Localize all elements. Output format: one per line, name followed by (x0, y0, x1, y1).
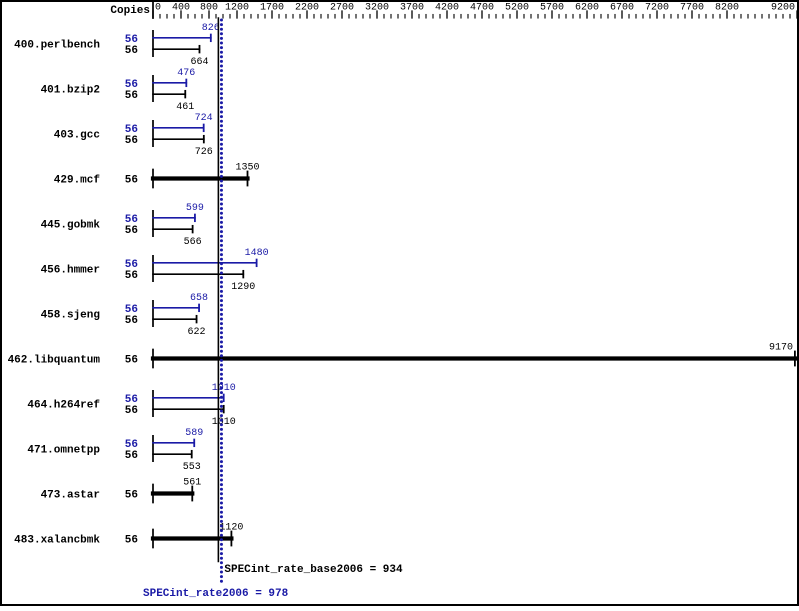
svg-text:1200: 1200 (225, 3, 249, 14)
svg-text:664: 664 (190, 57, 208, 68)
svg-text:401.bzip2: 401.bzip2 (41, 85, 100, 97)
svg-text:458.sjeng: 458.sjeng (41, 310, 100, 322)
svg-text:4200: 4200 (435, 3, 459, 14)
svg-text:8200: 8200 (715, 3, 739, 14)
svg-text:Copies: Copies (110, 5, 150, 17)
svg-text:471.omnetpp: 471.omnetpp (27, 445, 100, 457)
svg-text:6700: 6700 (610, 3, 634, 14)
svg-text:56: 56 (125, 90, 138, 102)
svg-text:56: 56 (125, 535, 138, 547)
svg-text:56: 56 (125, 45, 138, 57)
svg-text:5700: 5700 (540, 3, 564, 14)
svg-text:56: 56 (125, 259, 138, 271)
svg-text:3700: 3700 (400, 3, 424, 14)
svg-text:658: 658 (190, 293, 208, 304)
svg-text:1700: 1700 (260, 3, 284, 14)
svg-text:800: 800 (200, 3, 218, 14)
svg-text:3200: 3200 (365, 3, 389, 14)
svg-text:589: 589 (185, 428, 203, 439)
svg-text:400.perlbench: 400.perlbench (14, 40, 100, 52)
svg-text:6200: 6200 (575, 3, 599, 14)
svg-text:826: 826 (202, 23, 220, 34)
svg-text:SPECint_rate_base2006 = 934: SPECint_rate_base2006 = 934 (224, 564, 403, 576)
svg-text:400: 400 (172, 3, 190, 14)
svg-text:7700: 7700 (680, 3, 704, 14)
svg-text:1350: 1350 (235, 163, 259, 174)
svg-text:1010: 1010 (212, 383, 236, 394)
svg-text:461: 461 (176, 102, 194, 113)
svg-text:2700: 2700 (330, 3, 354, 14)
svg-text:1010: 1010 (212, 417, 236, 428)
svg-text:483.xalancbmk: 483.xalancbmk (14, 535, 100, 547)
svg-text:56: 56 (125, 124, 138, 136)
svg-text:56: 56 (125, 270, 138, 282)
svg-text:9200: 9200 (771, 3, 795, 14)
svg-text:56: 56 (125, 394, 138, 406)
svg-text:9170: 9170 (769, 343, 793, 354)
svg-text:56: 56 (125, 225, 138, 237)
svg-text:56: 56 (125, 450, 138, 462)
svg-text:561: 561 (183, 478, 201, 489)
svg-text:462.libquantum: 462.libquantum (8, 355, 101, 367)
svg-text:56: 56 (125, 355, 138, 367)
svg-text:56: 56 (125, 439, 138, 451)
svg-text:56: 56 (125, 405, 138, 417)
svg-text:56: 56 (125, 490, 138, 502)
svg-text:1480: 1480 (245, 248, 269, 259)
svg-text:473.astar: 473.astar (41, 490, 100, 502)
svg-text:476: 476 (177, 68, 195, 79)
svg-text:403.gcc: 403.gcc (54, 130, 100, 142)
svg-text:0: 0 (155, 3, 161, 14)
svg-text:56: 56 (125, 214, 138, 226)
svg-text:553: 553 (183, 462, 201, 473)
svg-text:599: 599 (186, 203, 204, 214)
svg-text:56: 56 (125, 175, 138, 187)
svg-text:726: 726 (195, 147, 213, 158)
svg-text:456.hmmer: 456.hmmer (41, 265, 100, 277)
svg-text:4700: 4700 (470, 3, 494, 14)
svg-text:622: 622 (188, 327, 206, 338)
svg-text:56: 56 (125, 135, 138, 147)
svg-text:566: 566 (184, 237, 202, 248)
svg-text:429.mcf: 429.mcf (54, 175, 101, 187)
svg-text:56: 56 (125, 34, 138, 46)
svg-text:56: 56 (125, 315, 138, 327)
svg-text:445.gobmk: 445.gobmk (41, 220, 101, 232)
svg-text:5200: 5200 (505, 3, 529, 14)
svg-text:7200: 7200 (645, 3, 669, 14)
svg-text:1120: 1120 (219, 523, 243, 534)
svg-text:56: 56 (125, 79, 138, 91)
svg-text:724: 724 (195, 113, 213, 124)
svg-text:1290: 1290 (231, 282, 255, 293)
svg-text:56: 56 (125, 304, 138, 316)
svg-text:2200: 2200 (295, 3, 319, 14)
svg-text:464.h264ref: 464.h264ref (27, 400, 100, 412)
svg-text:SPECint_rate2006 = 978: SPECint_rate2006 = 978 (143, 588, 289, 600)
